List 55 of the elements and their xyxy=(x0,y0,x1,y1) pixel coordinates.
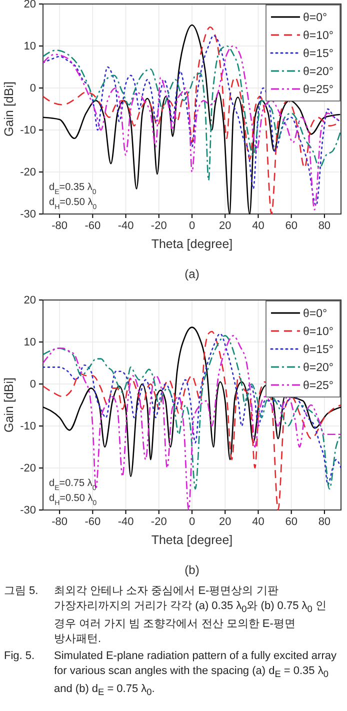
legend-label: θ=15° xyxy=(303,48,334,60)
legend-label: θ=0° xyxy=(303,12,328,24)
y-tick-label: -10 xyxy=(20,420,36,433)
y-tick-label: -10 xyxy=(20,124,36,137)
text: (a) xyxy=(184,267,200,281)
y-axis-title: Gain [dBi] xyxy=(2,378,16,432)
x-tick-label: -20 xyxy=(150,516,167,528)
y-tick-label: 10 xyxy=(24,336,36,349)
x-tick-label: 80 xyxy=(318,220,331,232)
legend-label: θ=20° xyxy=(303,362,334,374)
caption: Fig. 5. xyxy=(4,649,36,664)
annotation: d$_{H}$=0.50 λ$_{0}$ xyxy=(49,493,97,506)
y-tick-label: 0 xyxy=(30,82,36,95)
y-tick-label: 10 xyxy=(24,40,36,53)
text: 최외각 안테나 소자 중심에서 E-평면상의 기판 가장자리까지의 거리가 각각 (a) 0.35 λ$_{0}$와 (b) 0.75 λ$_{0}$ 인 경우 여러 가지 빔 조향각에서 전산 모의한 E-평면 방사패턴. xyxy=(54,585,326,646)
x-tick-label: -20 xyxy=(150,220,167,232)
y-tick-label: 20 xyxy=(24,294,36,307)
x-tick-label: -60 xyxy=(84,516,101,528)
x-tick-label: -60 xyxy=(84,220,101,232)
x-tick-label: 0 xyxy=(188,516,196,528)
legend-label: θ=25° xyxy=(303,84,334,96)
legend-label: θ=10° xyxy=(303,30,334,42)
x-tick-label: 60 xyxy=(285,516,298,528)
x-tick-label: 20 xyxy=(218,220,232,232)
x-tick-label: 60 xyxy=(285,220,298,232)
y-tick-label: -20 xyxy=(20,166,36,179)
y-tick-label: -30 xyxy=(20,504,36,517)
text: Simulated E-plane radiation pattern of a fully excited array for various scan angles with the spacing (a) d$_{E}$ = 0.35 λ$_{0}$ and (b) d$_{E}$ = 0.75 λ$_{0}$. xyxy=(54,650,336,698)
y-tick-label: 20 xyxy=(24,0,36,11)
y-tick-label: -30 xyxy=(20,208,36,221)
y-tick-label: 0 xyxy=(30,378,36,391)
caption: 그림 5. xyxy=(4,584,40,599)
x-tick-label: -40 xyxy=(118,516,134,528)
x-tick-label: 40 xyxy=(252,516,264,528)
annotation: d$_{E}$=0.35 λ$_{0}$ xyxy=(49,182,96,196)
x-tick-label: -80 xyxy=(52,220,68,232)
annotation: d$_{H}$=0.50 λ$_{0}$ xyxy=(49,197,97,210)
x-axis-title: Theta [degree] xyxy=(151,237,233,251)
legend-label: θ=25° xyxy=(303,380,334,392)
x-axis-title: Theta [degree] xyxy=(151,533,233,547)
annotation: d$_{E}$=0.75 λ$_{0}$ xyxy=(49,478,96,492)
x-tick-label: -80 xyxy=(52,516,68,528)
x-tick-label: 20 xyxy=(218,516,232,528)
legend-label: θ=15° xyxy=(303,344,334,356)
y-axis-title: Gain [dBi] xyxy=(2,82,16,136)
x-tick-label: 40 xyxy=(252,220,264,232)
x-tick-label: 0 xyxy=(188,220,196,232)
x-tick-label: 80 xyxy=(318,516,331,528)
legend-label: θ=10° xyxy=(303,326,334,338)
legend-label: θ=20° xyxy=(303,66,334,78)
y-tick-label: -20 xyxy=(20,462,36,475)
text: (b) xyxy=(184,563,200,577)
x-tick-label: -40 xyxy=(118,220,134,232)
legend-label: θ=0° xyxy=(303,308,328,320)
line-series xyxy=(43,45,341,182)
